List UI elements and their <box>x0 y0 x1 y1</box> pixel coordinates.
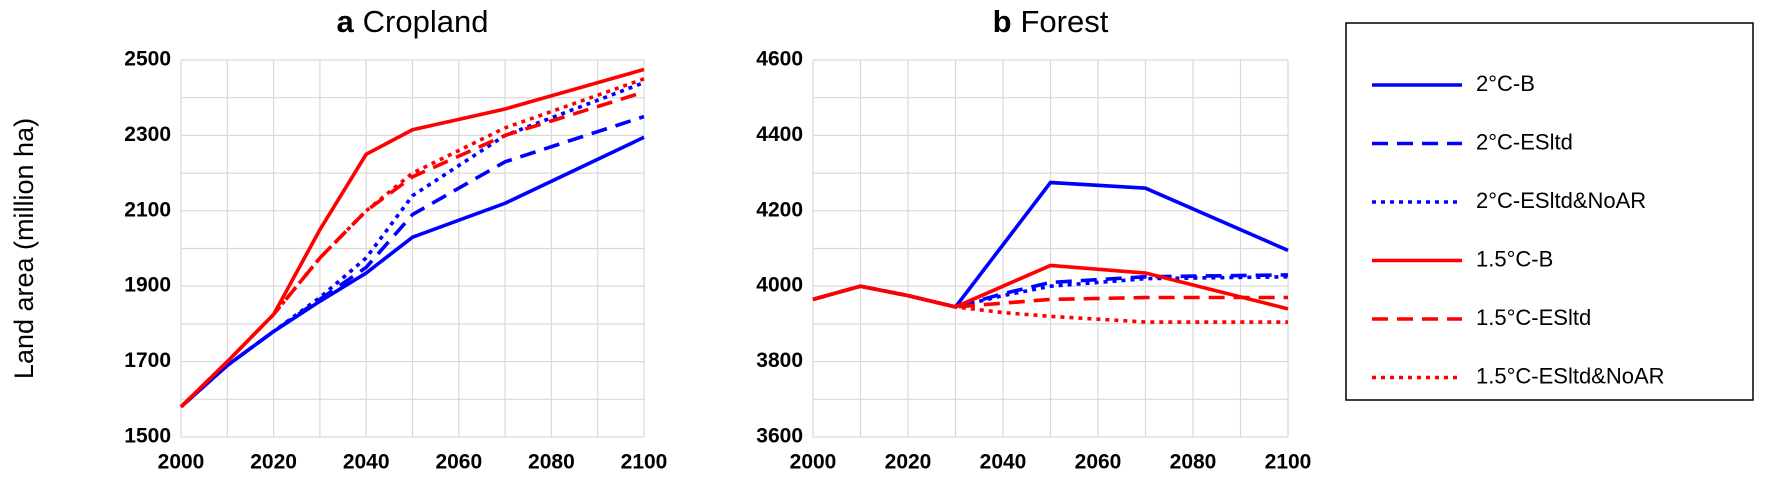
y-tick-label: 2100 <box>124 198 171 221</box>
chart-title: a Cropland <box>337 4 489 39</box>
series-line <box>812 284 1288 324</box>
title-text: Cropland <box>363 4 489 39</box>
y-tick-label: 4200 <box>756 198 803 221</box>
y-tick-label: 1900 <box>124 274 171 297</box>
x-tick-label: 2080 <box>1170 451 1217 474</box>
y-tick-label: 1700 <box>124 349 171 372</box>
series-line <box>179 80 645 409</box>
y-tick-label: 4000 <box>756 274 803 297</box>
panel-label: b <box>993 4 1012 39</box>
legend-label: 2°C-ESltd <box>1476 129 1573 154</box>
legend: 2°C-B 2°C-ESltd 2°C-ESltd&NoAR 1.5°C-B 1.5°C… <box>1345 22 1754 401</box>
y-tick-label: 3800 <box>756 349 803 372</box>
chart-title: b Forest <box>993 4 1109 39</box>
y-tick-label: 3600 <box>756 425 803 448</box>
series-line <box>179 77 645 409</box>
y-tick-label: 4600 <box>756 48 803 71</box>
x-tick-label: 2020 <box>885 451 932 474</box>
series-line <box>179 114 645 409</box>
series-line <box>179 135 645 409</box>
title-text: Forest <box>1020 4 1108 39</box>
legend-label: 2°C-B <box>1476 71 1535 96</box>
y-tick-label: 2300 <box>124 123 171 146</box>
x-tick-label: 2080 <box>528 451 575 474</box>
x-tick-label: 2040 <box>343 451 390 474</box>
legend-label: 1.5°C-B <box>1476 246 1553 271</box>
x-tick-label: 2100 <box>1265 451 1312 474</box>
x-tick-label: 2060 <box>1075 451 1122 474</box>
legend-label: 2°C-ESltd&NoAR <box>1476 188 1646 213</box>
x-tick-label: 2060 <box>435 451 482 474</box>
x-tick-label: 2000 <box>790 451 837 474</box>
panel-label: a <box>337 4 355 39</box>
y-tick-label: 4400 <box>756 123 803 146</box>
x-tick-label: 2100 <box>621 451 668 474</box>
x-tick-label: 2040 <box>980 451 1027 474</box>
legend-label: 1.5°C-ESltd&NoAR <box>1476 363 1665 388</box>
legend-label: 1.5°C-ESltd <box>1476 305 1591 330</box>
x-tick-label: 2000 <box>158 451 205 474</box>
x-tick-label: 2020 <box>250 451 297 474</box>
y-tick-label: 1500 <box>124 425 171 448</box>
y-axis-label: Land area (million ha) <box>9 118 39 379</box>
y-tick-label: 2500 <box>124 48 171 71</box>
